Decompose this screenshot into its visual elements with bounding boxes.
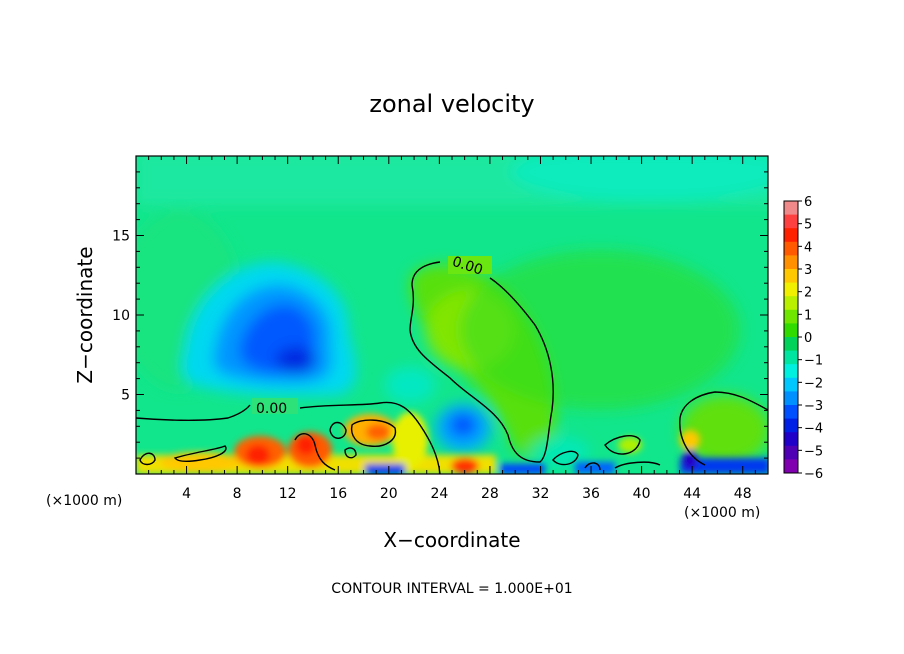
contour-blob-8 <box>584 462 601 471</box>
surface-hot-3-core <box>366 424 390 440</box>
y-axis-ticks: 5 10 15 <box>112 171 768 459</box>
x-tick-label: 4 <box>182 486 191 502</box>
colorbar-segment <box>784 214 798 229</box>
surface-hot-2-core <box>296 435 316 455</box>
contour-lower-band <box>136 401 441 474</box>
contour-blob-3 <box>329 421 347 439</box>
colorbar-tick-label: 0 <box>804 331 812 346</box>
x-tick-label: 24 <box>430 486 448 502</box>
colorbar-segment <box>784 377 798 392</box>
surface-neg-4 <box>680 458 768 474</box>
y-axis-label: Z−coordinate <box>73 246 97 383</box>
colorbar-segment <box>784 201 798 216</box>
colorbar-segment <box>784 255 798 270</box>
x-tick-label: 16 <box>329 486 347 502</box>
contour-blob-4 <box>350 419 397 447</box>
y-tick-label: 10 <box>112 308 130 324</box>
contour-right-lobe <box>679 391 768 466</box>
x-axis-ticks: 4 8 12 16 20 24 28 32 36 40 44 48 <box>148 156 756 502</box>
contour-large-positive <box>409 261 554 463</box>
x-tick-label: 20 <box>380 486 398 502</box>
field-mid-green <box>460 250 740 410</box>
x-tick-label: 28 <box>481 486 499 502</box>
colorbar-segment <box>784 364 798 379</box>
colorbar-segment <box>784 269 798 284</box>
colorbar-tick-label: −1 <box>804 354 823 369</box>
plot-area <box>136 156 768 474</box>
field-right-green <box>680 395 768 465</box>
field-shading <box>136 156 768 468</box>
colorbar: 6 5 4 3 2 1 0 −1 −2 −3 −4 −5 −6 <box>783 195 823 482</box>
x-tick-label: 8 <box>233 486 242 502</box>
contour-blob-7 <box>604 434 641 455</box>
field-upper-cyan <box>510 156 768 202</box>
chart-title: zonal velocity <box>369 90 534 118</box>
colorbar-tick-label: 3 <box>804 263 812 278</box>
colorbar-tick-label: −6 <box>804 467 823 482</box>
colorbar-tick-label: −2 <box>804 376 823 391</box>
colorbar-segment <box>784 459 798 474</box>
colorbar-tick-label: 1 <box>804 308 812 323</box>
surface-warm-4 <box>392 412 428 468</box>
contour-blob-5 <box>294 433 336 471</box>
surface-neg-3 <box>575 462 615 474</box>
colorbar-segment <box>784 432 798 447</box>
colorbar-segment <box>784 296 798 311</box>
contour-blob-10 <box>344 447 357 459</box>
contour-label-bg-1 <box>448 256 492 274</box>
surface-hot-1-core <box>246 445 270 465</box>
contour-label-bg-2 <box>252 398 298 414</box>
field-cyan-patch <box>385 367 435 403</box>
colorbar-segment <box>784 337 798 352</box>
x-tick-label: 48 <box>734 486 752 502</box>
colorbar-segment <box>784 418 798 433</box>
contour-interval-note: CONTOUR INTERVAL = 1.000E+01 <box>331 581 572 597</box>
colorbar-segment <box>784 323 798 338</box>
surface-hot-6 <box>451 458 479 474</box>
field-negative-lobe-core <box>449 413 477 437</box>
x-axis-label: X−coordinate <box>383 528 520 552</box>
colorbar-segment <box>784 445 798 460</box>
x-unit-left: (×1000 m) <box>46 493 122 509</box>
colorbar-tick-label: 4 <box>804 240 812 255</box>
colorbar-tick-label: −5 <box>804 444 823 459</box>
contour-label-2: 0.00 <box>256 401 287 417</box>
colorbar-segment <box>784 350 798 365</box>
colorbar-segment <box>784 282 798 297</box>
x-unit-right: (×1000 m) <box>684 505 760 521</box>
colorbar-segment <box>784 405 798 420</box>
surface-neg-5 <box>682 450 698 470</box>
colorbar-segment <box>784 241 798 256</box>
contour-blob-2 <box>173 445 227 463</box>
colorbar-segment <box>784 228 798 243</box>
colorbar-tick-label: 6 <box>804 195 812 210</box>
x-tick-label: 44 <box>683 486 701 502</box>
x-tick-label: 12 <box>279 486 297 502</box>
x-tick-label: 36 <box>582 486 600 502</box>
colorbar-tick-label: 2 <box>804 286 812 301</box>
colorbar-tick-label: 5 <box>804 218 812 233</box>
zero-contours <box>136 261 768 474</box>
field-negative-peak <box>276 347 316 373</box>
x-tick-label: 32 <box>532 486 550 502</box>
x-tick-label: 40 <box>633 486 651 502</box>
surface-neg-1 <box>365 464 405 474</box>
surface-neg-2 <box>500 464 545 474</box>
colorbar-segment <box>784 309 798 324</box>
y-tick-label: 15 <box>112 229 130 245</box>
surface-warm-5 <box>160 452 240 472</box>
colorbar-tick-label: −4 <box>804 422 823 437</box>
colorbar-tick-label: −3 <box>804 399 823 414</box>
y-tick-label: 5 <box>121 388 130 404</box>
contour-blob-6 <box>552 450 579 466</box>
colorbar-segment <box>784 391 798 406</box>
contour-blob-9 <box>614 461 661 469</box>
contour-blob-1 <box>139 452 156 466</box>
